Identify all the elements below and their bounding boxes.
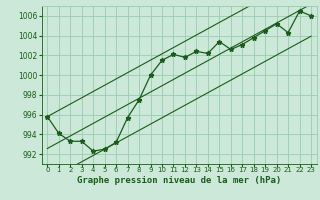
X-axis label: Graphe pression niveau de la mer (hPa): Graphe pression niveau de la mer (hPa) [77, 176, 281, 185]
